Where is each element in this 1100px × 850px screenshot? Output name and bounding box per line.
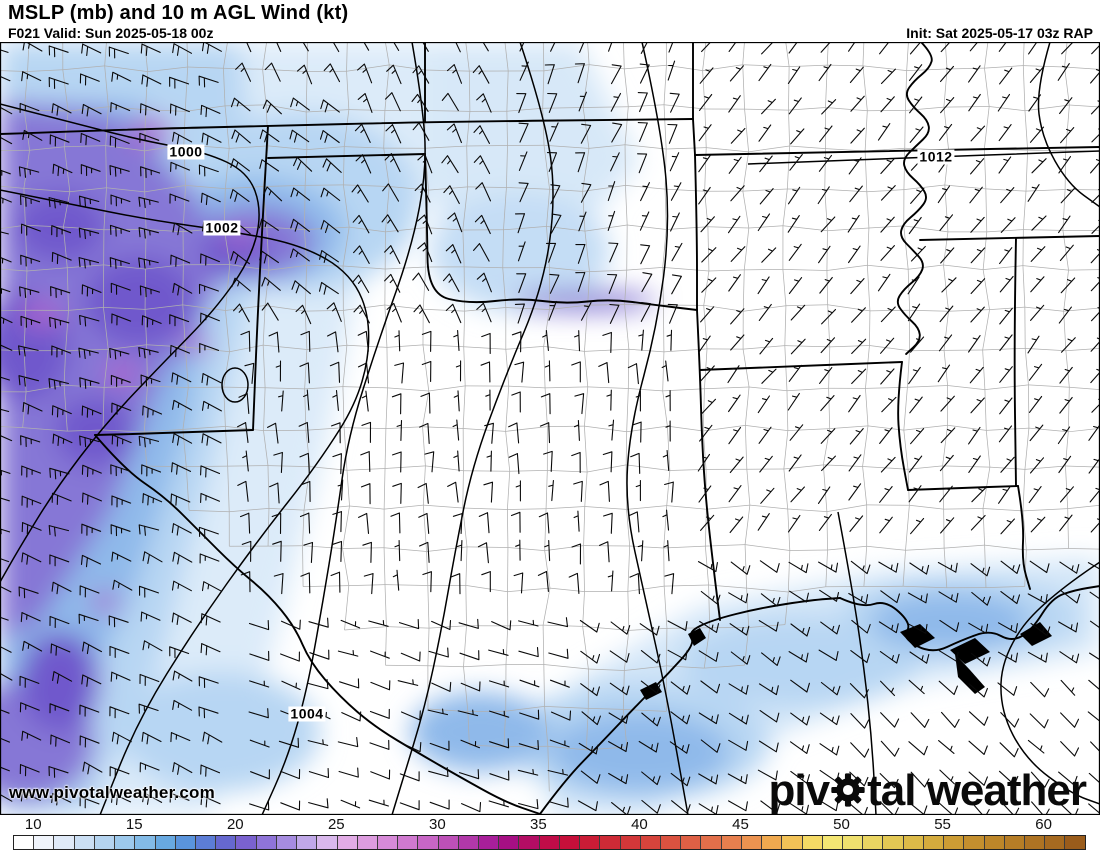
colorbar-cell	[216, 836, 237, 849]
colorbar-cell	[519, 836, 540, 849]
colorbar-cell	[418, 836, 439, 849]
colorbar-cell	[256, 836, 277, 849]
colorbar-cell	[923, 836, 945, 849]
wind-barbs	[0, 42, 1100, 815]
colorbar-tick-25: 25	[327, 816, 345, 833]
colorbar-cell	[944, 836, 965, 849]
colorbar-cell	[741, 836, 763, 849]
colorbar-cell	[94, 836, 116, 849]
colorbar-cell	[115, 836, 136, 849]
colorbar-footer: 10 15 20 25 30 35 40 45 50 55 60	[0, 815, 1100, 850]
colorbar-tick-45: 45	[732, 816, 749, 833]
contour-label-1002: 1002	[203, 219, 241, 236]
colorbar-tick-55: 55	[934, 816, 951, 833]
colorbar-cell	[276, 836, 298, 849]
contour-label-1012: 1012	[917, 148, 955, 165]
header: MSLP (mb) and 10 m AGL Wind (kt) F021 Va…	[0, 0, 1100, 42]
colorbar-cell	[762, 836, 783, 849]
colorbar-cell	[135, 836, 156, 849]
colorbar-cell	[539, 836, 560, 849]
colorbar-cell	[357, 836, 378, 849]
colorbar-cell	[34, 836, 55, 849]
logo-text-weather: weather	[915, 766, 1087, 815]
colorbar-cell	[14, 836, 35, 849]
colorbar-cell	[964, 836, 985, 849]
mslp-contours	[0, 42, 1100, 815]
colorbar-tick-60: 60	[1035, 816, 1052, 833]
colorbar-tick-30: 30	[429, 816, 446, 833]
pivotal-weather-logo: piv tal weather	[768, 763, 1087, 819]
colorbar-cell	[458, 836, 480, 849]
map-title: MSLP (mb) and 10 m AGL Wind (kt)	[8, 2, 349, 24]
colorbar-tick-35: 35	[530, 816, 547, 833]
colorbar-tick-20: 20	[226, 816, 244, 833]
colorbar	[13, 835, 1086, 850]
colorbar-cell	[842, 836, 864, 849]
colorbar-cell	[479, 836, 500, 849]
colorbar-cell	[1065, 836, 1085, 849]
colorbar-cell	[822, 836, 843, 849]
colorbar-tick-15: 15	[125, 816, 143, 833]
colorbar-cell	[499, 836, 520, 849]
logo-text-tal: tal	[867, 766, 916, 815]
colorbar-cell	[337, 836, 358, 849]
forecast-valid-time: F021 Valid: Sun 2025-05-18 00z	[8, 25, 214, 41]
colorbar-cell	[54, 836, 75, 849]
colorbar-cell	[600, 836, 621, 849]
weather-map[interactable]: 1000 1002 1004 1012 www.pivotalweather.com …	[0, 41, 1100, 816]
colorbar-cell	[903, 836, 924, 849]
colorbar-cell	[155, 836, 176, 849]
model-init-time: Init: Sat 2025-05-17 03z RAP	[906, 25, 1093, 41]
colorbar-cell	[377, 836, 399, 849]
colorbar-cell	[195, 836, 217, 849]
colorbar-cell	[620, 836, 641, 849]
colorbar-cell	[883, 836, 904, 849]
colorbar-cell	[317, 836, 338, 849]
colorbar-tick-40: 40	[631, 816, 648, 833]
colorbar-cell	[863, 836, 884, 849]
colorbar-ticks: 10 15 20 25 30 35 40 45 50 55 60	[0, 816, 1100, 834]
colorbar-cell	[782, 836, 803, 849]
colorbar-cell	[559, 836, 581, 849]
colorbar-cell	[984, 836, 1005, 849]
colorbar-cell	[802, 836, 823, 849]
map-canvas[interactable]	[0, 41, 1100, 816]
contour-label-1004: 1004	[288, 705, 326, 722]
colorbar-cell	[681, 836, 702, 849]
watermark-url: www.pivotalweather.com	[9, 783, 215, 802]
colorbar-cell	[701, 836, 722, 849]
colorbar-cell	[398, 836, 419, 849]
colorbar-cell	[297, 836, 318, 849]
colorbar-cell	[438, 836, 459, 849]
colorbar-cell	[1004, 836, 1025, 849]
contour-label-1000: 1000	[167, 143, 205, 160]
colorbar-cell	[74, 836, 95, 849]
colorbar-cell	[721, 836, 742, 849]
state-borders	[0, 42, 1100, 815]
colorbar-tick-50: 50	[833, 816, 850, 833]
colorbar-cell	[1024, 836, 1046, 849]
colorbar-cell	[236, 836, 257, 849]
colorbar-cell	[580, 836, 601, 849]
gear-icon	[830, 769, 866, 819]
logo-text-piv: piv	[768, 766, 831, 815]
colorbar-cell	[1045, 836, 1066, 849]
colorbar-cell	[175, 836, 196, 849]
colorbar-cell	[661, 836, 682, 849]
colorbar-cell	[640, 836, 661, 849]
colorbar-tick-10: 10	[24, 816, 42, 833]
